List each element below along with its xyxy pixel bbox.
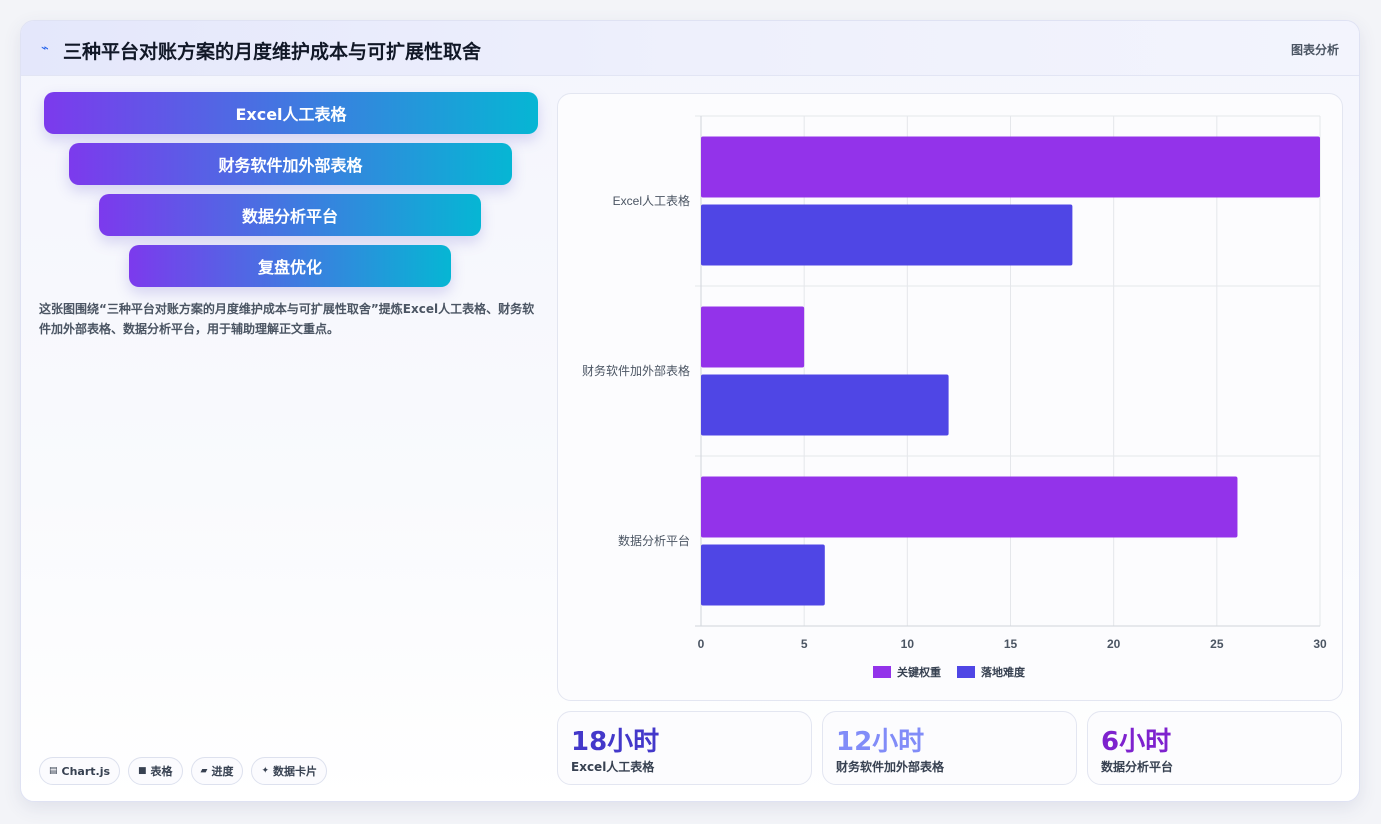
header: ⌁ 三种平台对账方案的月度维护成本与可扩展性取舍 图表分析 <box>21 21 1359 76</box>
stat-label: Excel人工表格 <box>571 760 655 774</box>
chart-icon: ▤ <box>49 766 58 776</box>
chart-analysis-tag[interactable]: 图表分析 <box>1290 43 1339 57</box>
chart-panel: Excel人工表格财务软件加外部表格数据分析平台 0 5 10 15 20 25 30 关键权重… <box>557 93 1343 701</box>
description-text: 这张图围绕“三种平台对账方案的月度维护成本与可扩展性取舍”提炼Excel人工表格… <box>39 302 535 336</box>
page-title: 三种平台对账方案的月度维护成本与可扩展性取舍 <box>63 41 482 63</box>
chip-chartjs[interactable]: ▤ Chart.js <box>39 757 121 785</box>
chip-label: 数据卡片 <box>273 765 318 778</box>
x-tick-label: 0 <box>698 637 705 651</box>
table-icon: ■ <box>138 766 147 776</box>
bar-mark <box>701 306 805 368</box>
bar-mark <box>701 374 949 436</box>
stat-card-finance-software: 12小时 财务软件加外部表格 <box>822 711 1077 785</box>
funnel-step-review[interactable]: 复盘优化 <box>129 245 451 287</box>
bar-mark <box>701 476 1238 538</box>
funnel-step-analytics-platform[interactable]: 数据分析平台 <box>99 194 481 236</box>
sparkle-icon: ✦ <box>261 766 270 776</box>
legend-label: 关键权重 <box>897 665 941 679</box>
stat-value: 12小时 <box>836 727 925 757</box>
legend-swatch <box>873 666 891 678</box>
dashboard-card: ⌁ 三种平台对账方案的月度维护成本与可扩展性取舍 图表分析 Excel人工表格 … <box>20 20 1360 802</box>
stat-card-excel: 18小时 Excel人工表格 <box>557 711 812 785</box>
bar-mark <box>701 544 825 606</box>
progress-icon: ▰ <box>200 766 208 776</box>
chip-table[interactable]: ■ 表格 <box>128 757 183 785</box>
chip-label: Chart.js <box>61 764 111 778</box>
stat-value: 6小时 <box>1101 727 1172 757</box>
stat-label: 财务软件加外部表格 <box>836 760 945 774</box>
stat-value: 18小时 <box>571 727 660 757</box>
trend-line-icon: ⌁ <box>41 41 49 56</box>
chip-label: 进度 <box>211 765 234 778</box>
stat-card-analytics-platform: 6小时 数据分析平台 <box>1087 711 1342 785</box>
legend-label: 落地难度 <box>981 665 1026 679</box>
stat-label: 数据分析平台 <box>1101 760 1174 774</box>
feature-chips: ▤ Chart.js ■ 表格 ▰ 进度 ✦ 数据卡片 <box>39 757 328 785</box>
x-tick-label: 10 <box>901 637 915 651</box>
x-tick-label: 20 <box>1107 637 1121 651</box>
x-tick-label: 15 <box>1004 637 1018 651</box>
category-label: 财务软件加外部表格 <box>582 363 690 378</box>
bar-mark <box>701 136 1320 198</box>
x-tick-label: 25 <box>1210 637 1224 651</box>
chip-data-card[interactable]: ✦ 数据卡片 <box>251 757 328 785</box>
category-label: 数据分析平台 <box>618 533 690 548</box>
chip-label: 表格 <box>150 765 173 778</box>
funnel-step-excel[interactable]: Excel人工表格 <box>44 92 538 134</box>
legend-swatch <box>957 666 975 678</box>
funnel-step-finance-software[interactable]: 财务软件加外部表格 <box>69 143 512 185</box>
x-tick-label: 5 <box>801 637 808 651</box>
chip-progress[interactable]: ▰ 进度 <box>190 757 244 785</box>
category-label: Excel人工表格 <box>613 193 690 208</box>
x-tick-label: 30 <box>1313 637 1327 651</box>
bar-mark <box>701 204 1073 266</box>
